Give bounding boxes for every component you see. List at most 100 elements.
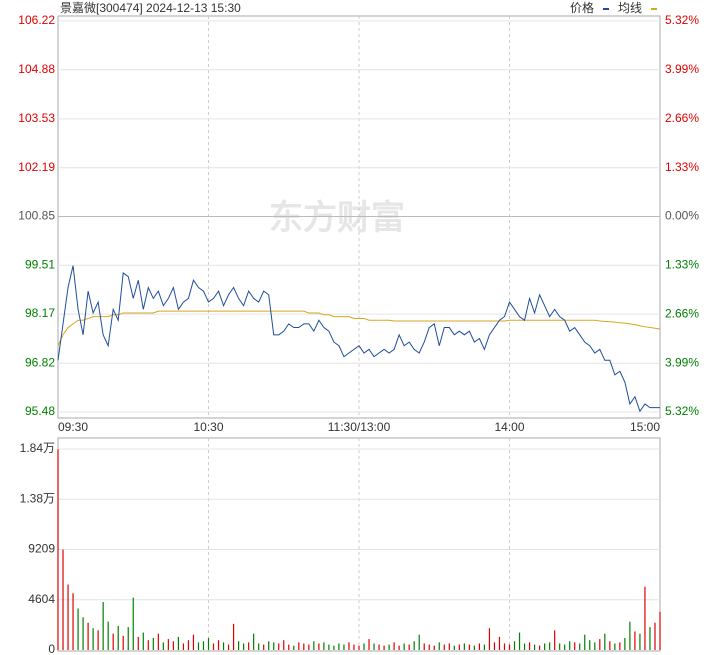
volume-bar	[508, 644, 511, 650]
volume-bar	[92, 628, 94, 650]
volume-bar	[288, 644, 290, 650]
volume-bar	[293, 645, 295, 650]
y2-tick-label: 2.66%	[665, 111, 699, 125]
volume-bar	[137, 636, 139, 650]
volume-bar	[443, 644, 445, 650]
y-tick-label: 104.88	[18, 62, 55, 76]
volume-bar	[107, 621, 109, 650]
volume-bar	[403, 643, 405, 650]
volume-bar	[428, 644, 430, 650]
volume-bar	[97, 630, 99, 650]
volume-bar	[373, 643, 375, 650]
y-tick-label: 0	[48, 642, 55, 655]
volume-bar	[57, 449, 59, 650]
volume-bar	[348, 642, 350, 650]
volume-bar	[268, 641, 270, 650]
volume-bar	[238, 641, 240, 650]
volume-bar	[418, 634, 420, 650]
y2-tick-label: 3.99%	[665, 355, 699, 369]
volume-bar	[253, 633, 255, 650]
y2-tick-label: 5.32%	[665, 13, 699, 27]
volume-bar	[258, 643, 260, 650]
volume-bar	[283, 640, 285, 650]
volume-bar	[197, 642, 200, 650]
price-line	[57, 265, 660, 413]
volume-bar	[438, 642, 440, 650]
volume-bar	[589, 640, 591, 650]
volume-bar	[473, 645, 475, 650]
volume-bar	[614, 643, 616, 650]
volume-bar	[393, 642, 395, 650]
volume-bar	[559, 643, 561, 650]
watermark: 东方财富	[269, 198, 405, 237]
volume-bar	[599, 639, 601, 650]
volume-bar	[273, 642, 275, 650]
volume-bar	[363, 643, 365, 650]
volume-bar	[303, 643, 305, 650]
volume-bar	[353, 644, 355, 650]
volume-bar	[458, 644, 460, 650]
volume-bar	[308, 644, 310, 650]
volume-bar	[378, 644, 380, 650]
y-tick-label: 1.38万	[20, 491, 55, 505]
volume-bar	[227, 644, 230, 650]
y-tick-label: 96.82	[25, 355, 55, 369]
volume-bar	[518, 632, 521, 650]
y-tick-label: 4604	[28, 592, 55, 606]
volume-bar	[182, 643, 185, 650]
volume-bar	[162, 642, 164, 650]
volume-bar	[343, 644, 345, 650]
volume-bar	[323, 642, 325, 650]
volume-bar	[453, 645, 455, 650]
chart-title: 景嘉微[300474] 2024-12-13 15:30	[60, 1, 241, 15]
volume-bar	[448, 643, 450, 650]
y2-tick-label: 3.99%	[665, 62, 699, 76]
volume-bar	[569, 641, 571, 650]
y2-tick-label: 5.32%	[665, 404, 699, 418]
volume-bar	[298, 642, 300, 650]
volume-bar	[192, 634, 195, 650]
volume-bar	[478, 643, 480, 650]
volume-bar	[212, 643, 215, 650]
volume-bar	[67, 584, 69, 650]
legend-label: 均线	[618, 1, 642, 15]
volume-bar	[177, 636, 179, 650]
volume-bar	[503, 643, 506, 650]
volume-bar	[72, 593, 74, 650]
volume-bar	[574, 642, 576, 650]
volume-bar	[383, 645, 385, 650]
volume-bar	[248, 642, 250, 650]
volume-bar	[263, 644, 265, 650]
volume-bar	[513, 641, 516, 650]
volume-bar	[554, 630, 556, 650]
volume-bar	[398, 645, 400, 650]
volume-bar	[333, 645, 335, 650]
volume-bar	[313, 641, 315, 650]
volume-bar	[483, 644, 486, 650]
volume-bar	[222, 642, 225, 650]
y2-tick-label: 1.33%	[665, 160, 699, 174]
volume-bar	[463, 643, 465, 650]
volume-bar	[172, 641, 174, 650]
volume-bar	[549, 642, 551, 650]
y-tick-label: 100.85	[18, 209, 55, 223]
volume-bar	[609, 641, 611, 650]
x-tick-label: 15:00	[630, 420, 660, 434]
volume-bar	[488, 628, 491, 650]
volume-bar	[564, 644, 566, 650]
volume-bar	[82, 617, 84, 650]
volume-bar	[423, 643, 425, 650]
volume-bar	[127, 627, 129, 650]
volume-bar	[62, 549, 64, 650]
volume-bar	[132, 597, 134, 650]
volume-bar	[232, 623, 235, 650]
volume-bar	[338, 643, 340, 650]
volume-bar	[147, 640, 149, 650]
y-tick-label: 9209	[28, 542, 55, 556]
volume-bar	[594, 642, 596, 650]
volume-bar	[408, 644, 410, 650]
volume-bar	[624, 637, 626, 650]
volume-bar	[493, 642, 496, 650]
price-line	[57, 310, 661, 346]
